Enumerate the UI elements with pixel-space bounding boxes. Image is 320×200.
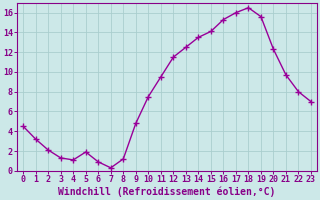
X-axis label: Windchill (Refroidissement éolien,°C): Windchill (Refroidissement éolien,°C) [58,187,276,197]
